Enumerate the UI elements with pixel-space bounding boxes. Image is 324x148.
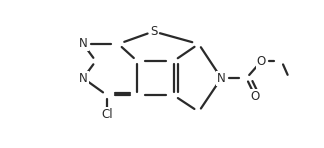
Text: O: O [250, 90, 260, 103]
Text: N: N [79, 37, 87, 50]
Text: N: N [79, 72, 87, 85]
Text: Cl: Cl [101, 108, 113, 121]
Text: O: O [257, 55, 266, 68]
Text: N: N [217, 72, 226, 85]
Text: S: S [150, 25, 157, 38]
